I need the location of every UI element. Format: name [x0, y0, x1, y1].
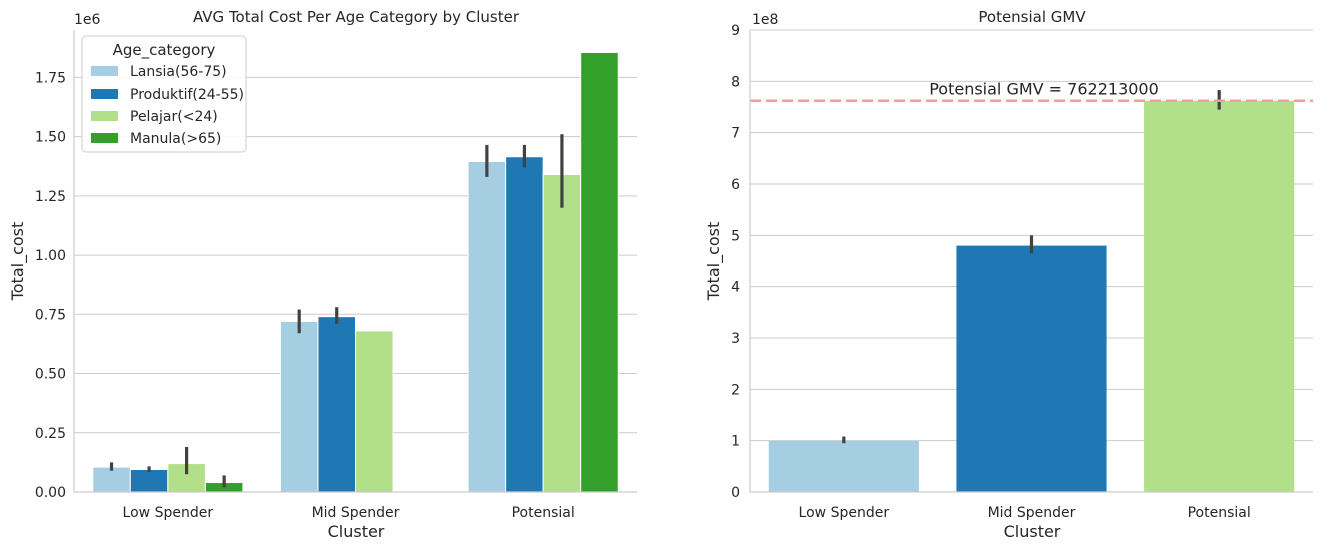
right-y-tick-label: 7	[731, 126, 740, 142]
left-error-bars	[109, 134, 564, 488]
bar-low-spender-lansia	[92, 466, 131, 493]
legend-label-manula: Manula(>65)	[130, 131, 221, 147]
left-y-tick-labels: 0.00 0.25 0.50 0.75 1.00 1.25 1.50 1.75	[35, 70, 66, 501]
left-y-tick-label: 1.75	[35, 70, 66, 86]
left-y-tick-label: 0.00	[35, 485, 66, 501]
legend-swatch-lansia	[91, 66, 118, 76]
left-x-tick-label: Low Spender	[123, 505, 214, 521]
left-offset-label: 1e6	[74, 12, 101, 28]
right-y-tick-labels: 0 1 2 3 4 5 6 7 8 9	[731, 23, 740, 501]
bar-potensial-produktif	[505, 156, 544, 493]
gmv-bar-potensial	[1144, 100, 1295, 492]
legend-label-pelajar: Pelajar(<24)	[130, 109, 218, 125]
chart-right: Potensial GMV = 762213000 0 1 2 3 4 5 6 7 8 9 Low…	[704, 8, 1313, 541]
bar-mid-spender-pelajar	[355, 330, 394, 493]
left-y-tick-label: 1.25	[35, 189, 66, 205]
right-y-tick-label: 9	[731, 23, 740, 39]
left-y-axis-label: Total_cost	[8, 222, 28, 302]
legend-frame	[81, 35, 247, 153]
right-y-tick-label: 5	[731, 228, 740, 244]
chart-left: 0.00 0.25 0.50 0.75 1.00 1.25 1.50 1.75 Low Spe…	[8, 8, 637, 541]
potensial-gmv-reference-label: Potensial GMV = 762213000	[929, 80, 1159, 99]
right-y-tick-label: 4	[731, 280, 740, 296]
left-y-tick-label: 0.25	[35, 426, 66, 442]
bar-potensial-manula	[580, 52, 619, 493]
bar-low-spender-produktif	[129, 468, 169, 493]
right-y-tick-label: 1	[731, 434, 740, 450]
left-y-tick-label: 0.50	[35, 367, 66, 383]
right-y-tick-label: 3	[731, 331, 740, 347]
bar-potensial-pelajar	[542, 174, 582, 493]
right-y-tick-label: 0	[731, 485, 740, 501]
bar-mid-spender-produktif	[317, 316, 357, 493]
legend-label-produktif: Produktif(24-55)	[130, 87, 244, 103]
right-x-tick-label: Potensial	[1188, 505, 1251, 521]
legend: Age_category Lansia(56-75) Produktif(24-…	[81, 35, 247, 153]
bar-mid-spender-lansia	[279, 320, 319, 493]
left-y-tick-label: 0.75	[35, 307, 66, 323]
left-y-tick-label: 1.00	[35, 248, 66, 264]
right-bars	[768, 100, 1295, 492]
left-x-tick-label: Mid Spender	[312, 505, 400, 521]
gmv-bar-mid-spender	[956, 245, 1107, 492]
right-x-tick-labels: Low Spender Mid Spender Potensial	[799, 505, 1251, 521]
left-x-tick-labels: Low Spender Mid Spender Potensial	[123, 505, 575, 521]
left-x-axis-label: Cluster	[328, 522, 385, 541]
legend-swatch-pelajar	[91, 111, 118, 121]
legend-swatch-manula	[91, 133, 118, 143]
right-y-tick-label: 6	[731, 177, 740, 193]
right-y-axis-label: Total_cost	[704, 222, 724, 302]
left-bars	[92, 52, 619, 493]
right-x-tick-label: Low Spender	[799, 505, 890, 521]
right-offset-label: 1e8	[752, 12, 778, 28]
bar-potensial-lansia	[467, 160, 507, 493]
left-y-tick-label: 1.50	[35, 130, 66, 146]
legend-swatch-produktif	[91, 89, 118, 99]
legend-label-lansia: Lansia(56-75)	[130, 64, 227, 80]
right-x-tick-label: Mid Spender	[988, 505, 1076, 521]
left-x-tick-label: Potensial	[512, 505, 575, 521]
gmv-bar-low-spender	[768, 440, 919, 492]
legend-title: Age_category	[113, 41, 216, 60]
left-chart-title: AVG Total Cost Per Age Category by Clust…	[193, 8, 520, 26]
right-x-axis-label: Cluster	[1004, 522, 1061, 541]
right-y-tick-label: 8	[731, 74, 740, 90]
right-y-tick-label: 2	[731, 382, 740, 398]
right-chart-title: Potensial GMV	[978, 8, 1086, 26]
